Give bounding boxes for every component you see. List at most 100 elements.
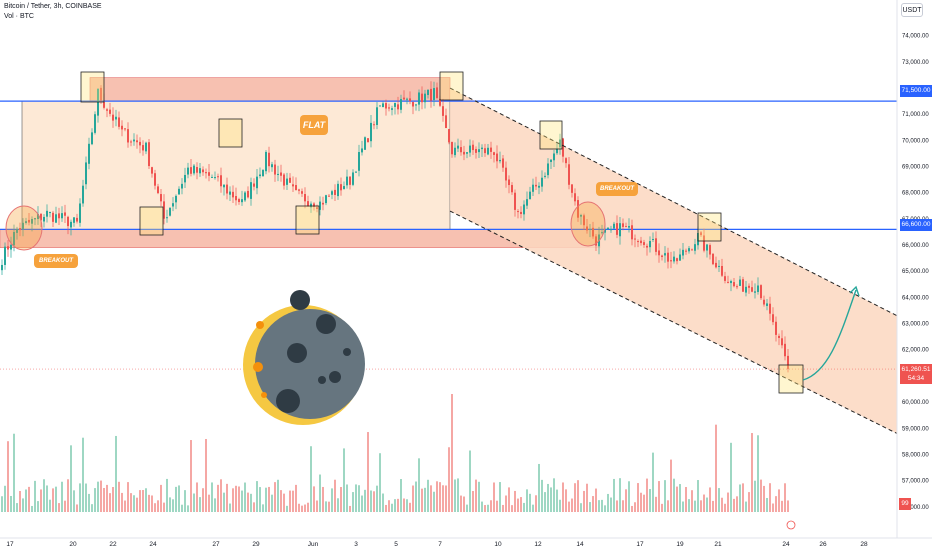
candle-body [43,216,45,222]
volume-bar [724,503,726,512]
candle-body [781,338,783,346]
candle-body [619,223,621,237]
volume-bar [463,496,465,512]
volume-bar [430,485,432,512]
volume-bar [421,488,423,512]
volume-bar [193,493,195,512]
candle-body [256,176,258,189]
candle-body [745,286,747,293]
candle-body [325,195,327,204]
volume-bar [709,487,711,512]
candle-body [94,114,96,133]
time-tick-label: 21 [714,541,722,548]
candle-body [109,109,111,114]
candle-body [181,183,183,189]
candle-body [496,153,498,162]
volume-bar [358,485,360,512]
event-marker-icon [786,520,796,530]
volume-bar [112,487,114,512]
volume-bar [85,483,87,512]
candle-body [463,151,465,155]
volume-bar [460,495,462,512]
candle-body [70,221,72,228]
volume-bar [181,504,183,512]
candle-body [250,182,252,199]
moon-crater [318,376,326,384]
volume-bar [499,482,501,512]
candle-body [529,191,531,200]
candle-body [121,125,123,130]
support-price-label: 66,600.00 [900,219,932,231]
price-axis[interactable]: 74,000.0073,000.0072,000.0071,000.0070,0… [896,0,929,538]
candle-body [319,201,321,210]
volume-bar [535,495,537,512]
volume-legend[interactable]: Vol · BTC [4,13,34,20]
volume-value-label: 99 [899,498,911,510]
candle-body [349,176,351,185]
volume-bar [31,505,33,512]
candle-body [409,98,411,102]
volume-bar [376,485,378,512]
time-tick-label: 14 [576,541,584,548]
volume-bar [148,494,150,512]
candle-body [214,177,216,179]
volume-bar [490,500,492,512]
currency-badge[interactable]: USDT [901,3,923,17]
candle-body [427,89,429,95]
symbol-title[interactable]: Bitcoin / Tether, 3h, COINBASE [4,3,102,10]
candle-body [637,241,639,243]
volume-bar [514,490,516,512]
candle-body [196,167,198,173]
volume-bar [70,445,72,512]
candle-body [778,335,780,338]
resistance-price-label: 71,500.00 [900,85,932,97]
candle-body [517,211,519,213]
candle-body [229,191,231,195]
volume-bar [40,489,42,512]
candle-body [484,148,486,154]
candle-body [304,194,306,202]
candle-body [772,314,774,323]
time-tick-label: 10 [494,541,502,548]
volume-bar [442,485,444,512]
volume-bar [67,479,69,512]
volume-bar [559,499,561,512]
bar-countdown: 54:34 [907,375,925,382]
moon-dark-disk [255,309,365,419]
time-tick-label: 24 [149,541,157,548]
candle-body [577,200,579,218]
time-axis[interactable]: 17 20 22 24 27 29 Jun 3 5 7 10 12 14 17 19 21 24 26 28 [0,537,932,548]
volume-bar [196,482,198,512]
volume-bar [694,500,696,512]
volume-bar [202,488,204,512]
candle-body [550,159,552,162]
candle-body [709,245,711,255]
volume-bar [562,482,564,512]
volume-bar [427,479,429,512]
price-tick-label: 69,000.00 [902,165,929,171]
volume-bar [265,487,267,512]
volume-bar [172,499,174,512]
candle-body [271,164,273,168]
volume-bar [259,487,261,512]
volume-bar [625,489,627,512]
candle-body [742,279,744,292]
volume-bar [712,500,714,512]
candle-body [208,172,210,176]
volume-bar [502,504,504,512]
candle-body [493,152,495,155]
candle-body [331,191,333,195]
candle-body [169,207,171,216]
volume-bar [13,433,15,512]
candle-body [55,214,57,223]
candle-body [748,285,750,288]
projection-arrow-head [849,285,860,297]
volume-bar [325,501,327,512]
candle-body [76,217,78,222]
candle-body [487,147,489,155]
volume-bar [526,489,528,512]
volume-bar [529,493,531,512]
volume-bar [349,505,351,512]
volume-bar [631,505,633,512]
